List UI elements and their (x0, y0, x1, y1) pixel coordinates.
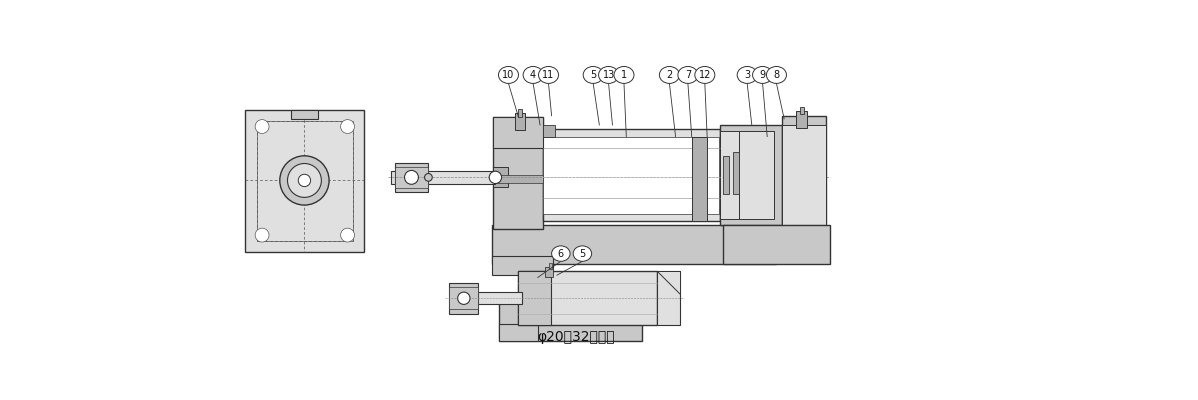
Circle shape (280, 156, 329, 205)
Circle shape (424, 174, 432, 181)
Text: 12: 12 (698, 70, 712, 80)
Ellipse shape (551, 246, 570, 261)
Bar (494, 167, 508, 186)
Text: 4: 4 (530, 70, 537, 80)
Bar (395, 163, 428, 192)
Bar (782, 125, 827, 225)
Polygon shape (657, 271, 680, 294)
Bar (291, 110, 319, 119)
Bar (720, 125, 782, 225)
Bar (491, 225, 776, 264)
Bar (395, 166, 428, 188)
Text: 11: 11 (543, 70, 555, 80)
Bar (392, 171, 496, 184)
Bar (797, 111, 807, 128)
Bar (543, 125, 555, 136)
Bar (549, 263, 551, 269)
Circle shape (489, 171, 502, 184)
Circle shape (405, 170, 418, 184)
Text: 9: 9 (760, 70, 766, 80)
Bar (543, 136, 719, 214)
Ellipse shape (678, 66, 698, 84)
Bar (494, 117, 543, 148)
Circle shape (340, 228, 355, 242)
Bar (500, 302, 642, 340)
Bar (720, 131, 739, 219)
Text: 5: 5 (591, 70, 597, 80)
Bar (733, 152, 739, 194)
Ellipse shape (737, 66, 757, 84)
Circle shape (340, 120, 355, 134)
Polygon shape (785, 225, 827, 264)
Text: 6: 6 (558, 248, 564, 258)
Ellipse shape (539, 66, 558, 84)
Ellipse shape (599, 66, 618, 84)
Bar (449, 288, 478, 309)
Text: 10: 10 (502, 70, 515, 80)
Bar (519, 271, 551, 325)
Bar (449, 283, 478, 314)
Text: 3: 3 (744, 70, 750, 80)
Bar (453, 292, 522, 304)
Ellipse shape (695, 66, 715, 84)
Circle shape (255, 228, 270, 242)
Text: 13: 13 (603, 70, 615, 80)
Text: 5: 5 (580, 248, 586, 258)
Bar (782, 116, 827, 231)
Text: 2: 2 (666, 70, 672, 80)
Bar (256, 121, 353, 240)
Circle shape (458, 292, 470, 304)
Bar (491, 256, 553, 275)
Text: 7: 7 (685, 70, 691, 80)
Ellipse shape (767, 66, 786, 84)
Bar (494, 117, 543, 229)
Bar (545, 267, 553, 278)
Bar (691, 136, 707, 221)
Ellipse shape (583, 66, 604, 84)
Ellipse shape (752, 66, 773, 84)
Bar (500, 324, 538, 341)
Circle shape (255, 120, 270, 134)
Circle shape (288, 164, 321, 197)
Ellipse shape (573, 246, 592, 261)
Bar (256, 121, 353, 240)
Ellipse shape (524, 66, 543, 84)
Ellipse shape (615, 66, 634, 84)
Bar (519, 271, 657, 325)
Text: φ20～32の場合: φ20～32の場合 (538, 330, 615, 344)
Bar (543, 129, 720, 221)
Bar (657, 271, 680, 325)
Text: 8: 8 (774, 70, 780, 80)
Bar (246, 110, 364, 252)
Polygon shape (292, 166, 316, 194)
Bar (515, 114, 526, 130)
Bar (739, 131, 774, 219)
Ellipse shape (659, 66, 679, 84)
Bar (722, 156, 728, 194)
Text: 1: 1 (621, 70, 627, 80)
Bar (494, 175, 543, 183)
Bar (722, 225, 830, 264)
Bar (800, 106, 804, 114)
Bar (519, 109, 522, 116)
Ellipse shape (498, 66, 519, 84)
Circle shape (298, 174, 310, 186)
